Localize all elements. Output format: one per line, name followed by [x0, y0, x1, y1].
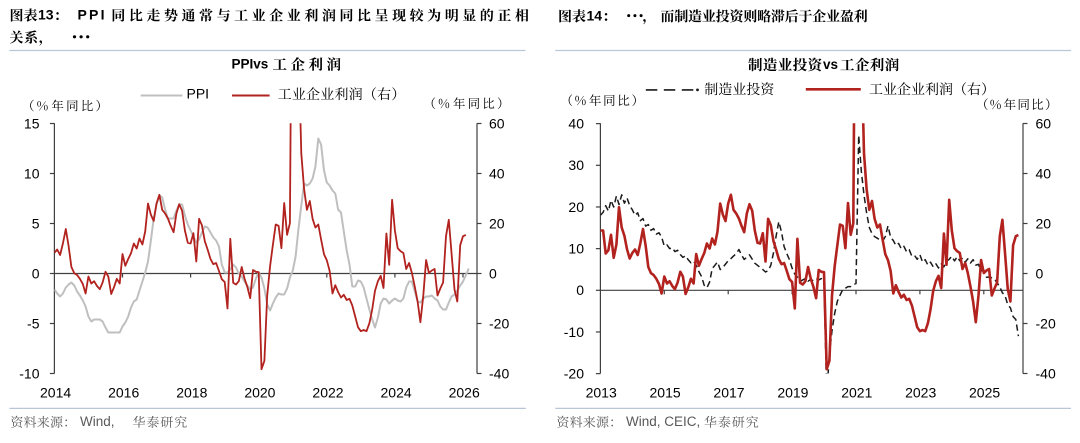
svg-text:-40: -40	[1036, 365, 1056, 381]
svg-text:20: 20	[1036, 215, 1052, 231]
svg-text:-5: -5	[27, 315, 40, 331]
svg-text:-20: -20	[564, 366, 584, 382]
svg-text:60: 60	[1036, 115, 1052, 131]
svg-text:0: 0	[576, 282, 584, 298]
svg-text:2020: 2020	[244, 385, 275, 401]
svg-text:2014: 2014	[40, 385, 71, 401]
svg-text:2025: 2025	[969, 385, 1000, 401]
svg-text:40: 40	[489, 165, 505, 181]
svg-text:PPI: PPI	[187, 85, 210, 101]
svg-text:0: 0	[32, 265, 40, 281]
svg-text:30: 30	[568, 157, 584, 173]
svg-text:PPI: PPI	[78, 7, 107, 23]
svg-text:vs: vs	[823, 57, 838, 72]
svg-text:5: 5	[32, 215, 40, 231]
svg-text:PPIvs: PPIvs	[232, 56, 269, 71]
svg-text:10: 10	[24, 165, 40, 181]
svg-text:2023: 2023	[905, 385, 936, 401]
svg-text:20: 20	[489, 215, 505, 231]
svg-text:2024: 2024	[381, 385, 412, 401]
svg-text:10: 10	[568, 241, 584, 257]
svg-text:13: 13	[38, 7, 54, 23]
svg-text:-20: -20	[1036, 315, 1056, 331]
svg-text:-20: -20	[489, 315, 509, 331]
svg-text:Wind,: Wind,	[80, 414, 115, 429]
svg-text:2015: 2015	[650, 385, 681, 401]
svg-text:2018: 2018	[176, 385, 207, 401]
svg-text:2017: 2017	[713, 385, 744, 401]
svg-text:2013: 2013	[586, 385, 617, 401]
svg-text:2026: 2026	[449, 385, 480, 401]
svg-text:2022: 2022	[312, 385, 343, 401]
svg-text:-40: -40	[489, 365, 509, 381]
svg-text:0: 0	[1036, 265, 1044, 281]
svg-text:2021: 2021	[841, 385, 872, 401]
svg-text:Wind, CEIC,: Wind, CEIC,	[626, 414, 700, 429]
svg-text:40: 40	[1036, 165, 1052, 181]
svg-text:15: 15	[24, 115, 40, 131]
svg-text:20: 20	[568, 199, 584, 215]
svg-text:40: 40	[568, 116, 584, 132]
svg-text:0: 0	[489, 265, 497, 281]
svg-text:2019: 2019	[777, 385, 808, 401]
svg-text:-10: -10	[19, 365, 39, 381]
svg-text:14: 14	[587, 7, 603, 23]
svg-text:2016: 2016	[108, 385, 139, 401]
svg-text:-10: -10	[564, 324, 584, 340]
svg-text:60: 60	[489, 115, 505, 131]
